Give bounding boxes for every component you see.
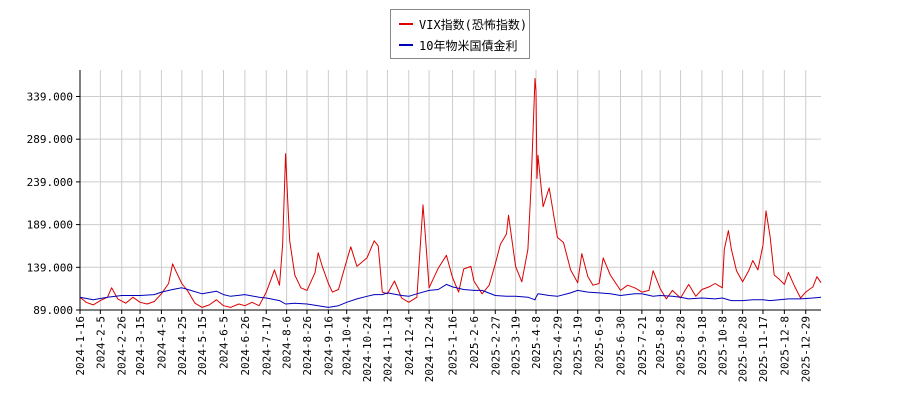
x-tick-label: 2024-5-15 — [196, 316, 209, 376]
y-tick-label: 289.000 — [27, 133, 73, 146]
y-tick-label: 139.000 — [27, 261, 73, 274]
x-tick-label: 2024-8-6 — [281, 316, 294, 369]
x-tick-label: 2024-4-25 — [176, 316, 189, 376]
y-tick-label: 239.000 — [27, 176, 73, 189]
x-tick-label: 2025-6-9 — [593, 316, 606, 369]
legend-swatch-us10y — [399, 44, 413, 46]
plot-area — [80, 70, 821, 310]
x-tick-label: 2025-10-28 — [737, 316, 750, 382]
legend-label-us10y: 10年物米国債金利 — [419, 38, 518, 53]
legend-item-us10y: 10年物米国債金利 — [399, 36, 517, 54]
legend-item-vix: VIX指数(恐怖指数) — [399, 15, 527, 33]
x-tick-label: 2025-1-16 — [447, 316, 460, 376]
x-tick-label: 2025-8-8 — [654, 316, 667, 369]
x-tick-label: 2025-11-17 — [757, 316, 770, 382]
x-tick-label: 2025-8-28 — [675, 316, 688, 376]
x-tick-label: 2025-2-6 — [468, 316, 481, 369]
x-tick-label: 2024-2-26 — [116, 316, 129, 376]
y-tick-label: 89.000 — [33, 304, 73, 317]
x-tick-label: 2024-4-5 — [155, 316, 168, 369]
x-tick-label: 2025-9-18 — [696, 316, 709, 376]
x-tick-label: 2024-11-13 — [381, 316, 394, 382]
x-tick-label: 2024-10-24 — [361, 316, 374, 383]
x-tick-label: 2025-7-21 — [636, 316, 649, 376]
legend: VIX指数(恐怖指数) 10年物米国債金利 — [390, 9, 530, 59]
x-tick-label: 2025-3-19 — [510, 316, 523, 376]
grid-lines — [79, 70, 821, 311]
x-tick-label: 2024-10-4 — [341, 316, 354, 376]
x-tick-label: 2025-10-8 — [716, 316, 729, 376]
x-tick-label: 2024-7-17 — [260, 316, 273, 376]
series-line-us10y — [79, 283, 822, 308]
x-tick-label: 2024-6-26 — [239, 316, 252, 376]
x-tick-label: 2025-4-8 — [530, 316, 543, 369]
x-tick-label: 2024-2-5 — [94, 316, 107, 369]
y-tick-label: 189.000 — [27, 219, 73, 232]
x-tick-labels: 2024-1-16 2024-2-5 2024-2-26 2024-3-15 2024-… — [74, 310, 813, 382]
legend-label-vix: VIX指数(恐怖指数) — [419, 17, 528, 32]
axes — [79, 70, 821, 311]
x-tick-label: 2025-12-29 — [800, 316, 813, 382]
x-tick-label: 2024-6-5 — [218, 316, 231, 369]
x-tick-label: 2024-3-15 — [134, 316, 147, 376]
x-tick-label: 2025-5-19 — [572, 316, 585, 376]
x-tick-label: 2025-12-8 — [778, 316, 791, 376]
series-lines — [79, 78, 822, 308]
x-tick-label: 2025-2-27 — [489, 316, 502, 376]
y-tick-labels: 89.000 139.000 189.000 239.000 289.000 339.00… — [27, 90, 80, 317]
x-tick-label: 2024-8-26 — [301, 316, 314, 376]
x-tick-label: 2025-6-30 — [614, 316, 627, 376]
x-tick-label: 2024-9-16 — [322, 316, 335, 376]
x-tick-label: 2024-12-4 — [403, 316, 416, 376]
legend-swatch-vix — [399, 23, 413, 25]
y-tick-label: 339.000 — [27, 90, 73, 103]
x-tick-label: 2025-4-29 — [551, 316, 564, 376]
series-line-vix — [79, 78, 822, 308]
x-tick-label: 2024-1-16 — [74, 316, 87, 376]
x-tick-label: 2024-12-24 — [423, 316, 436, 383]
